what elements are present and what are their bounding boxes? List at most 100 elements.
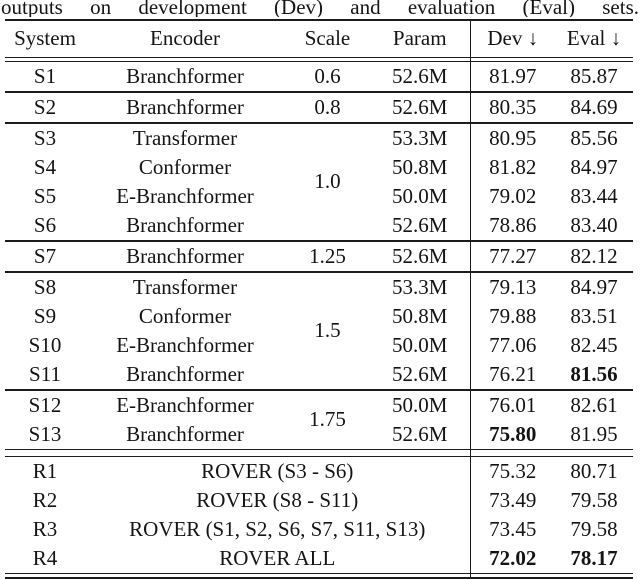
cell-encoder: Branchformer <box>126 94 244 119</box>
cell-scale: 1.0 <box>314 169 341 193</box>
column-header-eval: Eval ↓ <box>566 26 622 51</box>
cell-system: S8 <box>33 274 57 299</box>
table-row-s4: S4 Conformer 50.8M 81.82 84.97 <box>5 152 633 182</box>
cell-encoder: E-Branchformer <box>116 392 254 417</box>
cell-dev: 80.35 <box>469 91 555 123</box>
cell-dev: 76.21 <box>469 359 555 390</box>
cell-encoder: Transformer <box>132 125 238 150</box>
cell-rover-label: ROVER (S3 - S6) <box>201 458 354 483</box>
cell-dev: 81.82 <box>469 152 555 182</box>
cell-param: 52.6M <box>392 94 448 119</box>
cell-system: S11 <box>29 361 61 386</box>
cell-eval: 78.17 <box>570 545 618 570</box>
cell-eval: 82.12 <box>570 243 618 268</box>
cell-eval: 84.69 <box>570 94 618 119</box>
cell-dev: 75.80 <box>469 419 555 449</box>
cell-param: 52.6M <box>392 63 448 88</box>
cell-param: 53.3M <box>392 125 448 150</box>
cell-system: S9 <box>33 303 57 328</box>
cell-encoder: Branchformer <box>126 361 244 386</box>
cell-eval: 83.51 <box>570 303 618 328</box>
table-caption-tail: outputs on development (Dev) and evaluat… <box>1 0 639 17</box>
cell-system: S2 <box>33 94 57 119</box>
cell-scale: 0.6 <box>314 63 341 88</box>
cell-param: 50.0M <box>392 392 448 417</box>
cell-encoder: Transformer <box>132 274 238 299</box>
cell-scale: 1.75 <box>309 407 346 431</box>
cell-dev: 79.88 <box>469 301 555 331</box>
table-row-s8: S8 Transformer 1.5 53.3M 79.13 84.97 <box>5 271 633 342</box>
cell-eval: 84.97 <box>570 274 618 299</box>
cell-encoder: E-Branchformer <box>116 332 254 357</box>
cell-dev: 79.02 <box>469 181 555 211</box>
cell-eval: 85.87 <box>570 63 618 88</box>
cell-param: 50.8M <box>392 154 448 179</box>
column-header-encoder: Encoder <box>150 26 220 51</box>
cell-param: 52.6M <box>392 243 448 268</box>
cell-scale: 0.8 <box>314 94 341 119</box>
cell-system: S12 <box>28 392 62 417</box>
cell-system: R1 <box>32 458 58 483</box>
table-row-s11: S11 Branchformer 52.6M 76.21 81.56 <box>5 359 633 390</box>
table-row-s2: S2 Branchformer 0.8 52.6M 80.35 84.69 <box>5 91 633 123</box>
cell-eval: 82.45 <box>570 332 618 357</box>
table-row-s7: S7 Branchformer 1.25 52.6M 77.27 82.12 <box>5 240 633 272</box>
cell-encoder: Branchformer <box>126 421 244 446</box>
double-rule-bottom <box>5 573 633 579</box>
table-row-s10: S10 E-Branchformer 50.0M 77.06 82.45 <box>5 330 633 360</box>
table-row-s13: S13 Branchformer 52.6M 75.80 81.95 <box>5 419 633 449</box>
cell-dev: 73.45 <box>469 514 555 544</box>
table-row-s1: S1 Branchformer 0.6 52.6M 81.97 85.87 <box>5 61 633 92</box>
cell-dev: 72.02 <box>469 543 555 573</box>
cell-param: 52.6M <box>392 212 448 237</box>
table-row-r2: R2 ROVER (S8 - S11) 73.49 79.58 <box>5 485 633 515</box>
cell-param: 52.6M <box>392 421 448 446</box>
cell-eval: 83.40 <box>570 212 618 237</box>
cell-param: 50.8M <box>392 303 448 328</box>
rule-segment <box>5 448 470 457</box>
cell-dev: 80.95 <box>469 122 555 153</box>
cell-dev: 77.06 <box>469 330 555 360</box>
cell-eval: 82.61 <box>570 392 618 417</box>
column-header-param: Param <box>392 26 447 51</box>
cell-param: 52.6M <box>392 361 448 386</box>
cell-system: S5 <box>33 183 57 208</box>
cell-encoder: Branchformer <box>126 63 244 88</box>
cell-eval: 81.56 <box>570 361 618 386</box>
cell-param: 53.3M <box>392 274 448 299</box>
cell-system: R3 <box>32 516 58 541</box>
cell-rover-label: ROVER ALL <box>219 545 336 570</box>
table-body: S1 Branchformer 0.6 52.6M 81.97 85.87 S2 Branch… <box>5 61 633 573</box>
cell-eval: 79.58 <box>570 487 618 512</box>
column-header-scale: Scale <box>304 26 351 51</box>
cell-eval: 85.56 <box>570 125 618 150</box>
header-row: System Encoder Scale Param Dev ↓ Eval ↓ <box>5 20 633 57</box>
table-row-r1: R1 ROVER (S3 - S6) 75.32 80.71 <box>5 456 633 486</box>
table-row-s5: S5 E-Branchformer 50.0M 79.02 83.44 <box>5 181 633 211</box>
cell-scale: 1.25 <box>309 243 346 268</box>
cell-dev: 81.97 <box>469 61 555 92</box>
double-rule-section-gap <box>5 448 633 457</box>
cell-rover-label: ROVER (S1, S2, S6, S7, S11, S13) <box>129 516 426 541</box>
cell-encoder: Branchformer <box>126 243 244 268</box>
cell-system: S1 <box>33 63 57 88</box>
cell-rover-label: ROVER (S8 - S11) <box>196 487 359 512</box>
cell-param: 50.0M <box>392 183 448 208</box>
cell-param: 50.0M <box>392 332 448 357</box>
rule-segment <box>469 573 633 579</box>
cell-dev: 73.49 <box>469 485 555 515</box>
cell-dev: 78.86 <box>469 210 555 241</box>
cell-eval: 84.97 <box>570 154 618 179</box>
cell-dev: 75.32 <box>469 456 555 486</box>
cell-eval: 80.71 <box>570 458 618 483</box>
cell-eval: 83.44 <box>570 183 618 208</box>
cell-dev: 76.01 <box>469 389 555 420</box>
column-header-dev: Dev ↓ <box>469 20 555 57</box>
cell-system: S6 <box>33 212 57 237</box>
cell-system: S7 <box>33 243 57 268</box>
cell-encoder: Branchformer <box>126 212 244 237</box>
table-row-r4: R4 ROVER ALL 72.02 78.17 <box>5 543 633 573</box>
double-rule-under-header <box>5 57 633 62</box>
cell-system: R2 <box>32 487 58 512</box>
rule-segment <box>469 57 633 62</box>
